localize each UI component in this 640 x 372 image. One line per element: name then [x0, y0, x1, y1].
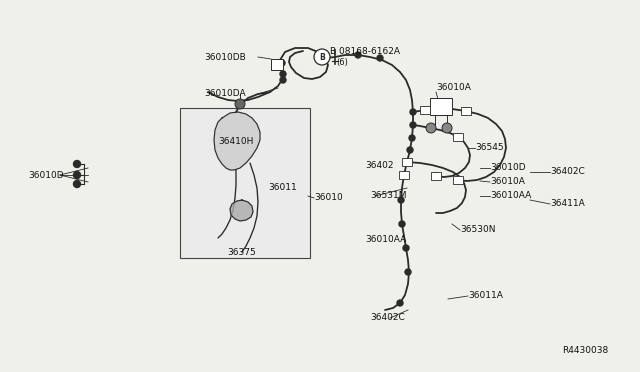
Circle shape: [314, 49, 330, 65]
Circle shape: [401, 172, 407, 178]
Text: 36010DB: 36010DB: [204, 52, 246, 61]
Text: (6): (6): [336, 58, 348, 67]
Circle shape: [455, 177, 461, 183]
Polygon shape: [230, 200, 253, 221]
Circle shape: [433, 173, 439, 179]
Circle shape: [355, 52, 361, 58]
Text: 36010DA: 36010DA: [204, 90, 246, 99]
Circle shape: [426, 123, 436, 133]
Circle shape: [409, 135, 415, 141]
Circle shape: [407, 147, 413, 153]
Circle shape: [410, 109, 416, 115]
Circle shape: [399, 221, 405, 227]
Text: 36010A: 36010A: [436, 83, 471, 92]
Circle shape: [405, 269, 411, 275]
Text: 36010D: 36010D: [28, 170, 63, 180]
Circle shape: [403, 245, 409, 251]
Circle shape: [377, 55, 383, 61]
Text: 36545: 36545: [475, 144, 504, 153]
Circle shape: [279, 60, 285, 66]
Bar: [271, 59, 283, 70]
Circle shape: [280, 77, 286, 83]
Text: 36010D: 36010D: [490, 164, 525, 173]
Text: 36410H: 36410H: [218, 138, 253, 147]
Circle shape: [74, 171, 81, 179]
Text: 36531M: 36531M: [370, 192, 406, 201]
Polygon shape: [214, 112, 260, 170]
Text: 36010AA: 36010AA: [490, 192, 531, 201]
Text: 36011: 36011: [268, 183, 297, 192]
Circle shape: [280, 71, 286, 77]
Text: 36010A: 36010A: [490, 177, 525, 186]
Bar: [402, 158, 412, 166]
Circle shape: [397, 300, 403, 306]
Bar: [399, 171, 409, 179]
Circle shape: [463, 108, 469, 114]
Bar: [453, 176, 463, 184]
Circle shape: [74, 180, 81, 187]
Text: 36010: 36010: [314, 193, 343, 202]
Circle shape: [442, 123, 452, 133]
Bar: [180, 108, 310, 258]
Circle shape: [235, 99, 245, 109]
Text: 36411A: 36411A: [550, 199, 585, 208]
Text: 36375: 36375: [228, 248, 257, 257]
Circle shape: [74, 160, 81, 167]
Bar: [453, 133, 463, 141]
Text: 36010AA: 36010AA: [365, 235, 406, 244]
Circle shape: [455, 134, 461, 140]
Circle shape: [398, 197, 404, 203]
Bar: [431, 172, 441, 180]
Bar: [420, 106, 430, 114]
Text: 36530N: 36530N: [460, 225, 495, 234]
Bar: [461, 107, 471, 115]
Bar: [430, 98, 452, 115]
Text: 36402C: 36402C: [370, 314, 404, 323]
Text: R4430038: R4430038: [562, 346, 608, 355]
Text: 36011A: 36011A: [468, 292, 503, 301]
Text: B: B: [319, 52, 325, 61]
Text: 36402C: 36402C: [550, 167, 585, 176]
Circle shape: [410, 122, 416, 128]
Circle shape: [422, 107, 428, 113]
Text: 36402: 36402: [365, 160, 394, 170]
Text: B 08168-6162A: B 08168-6162A: [330, 48, 400, 57]
Circle shape: [404, 159, 410, 165]
